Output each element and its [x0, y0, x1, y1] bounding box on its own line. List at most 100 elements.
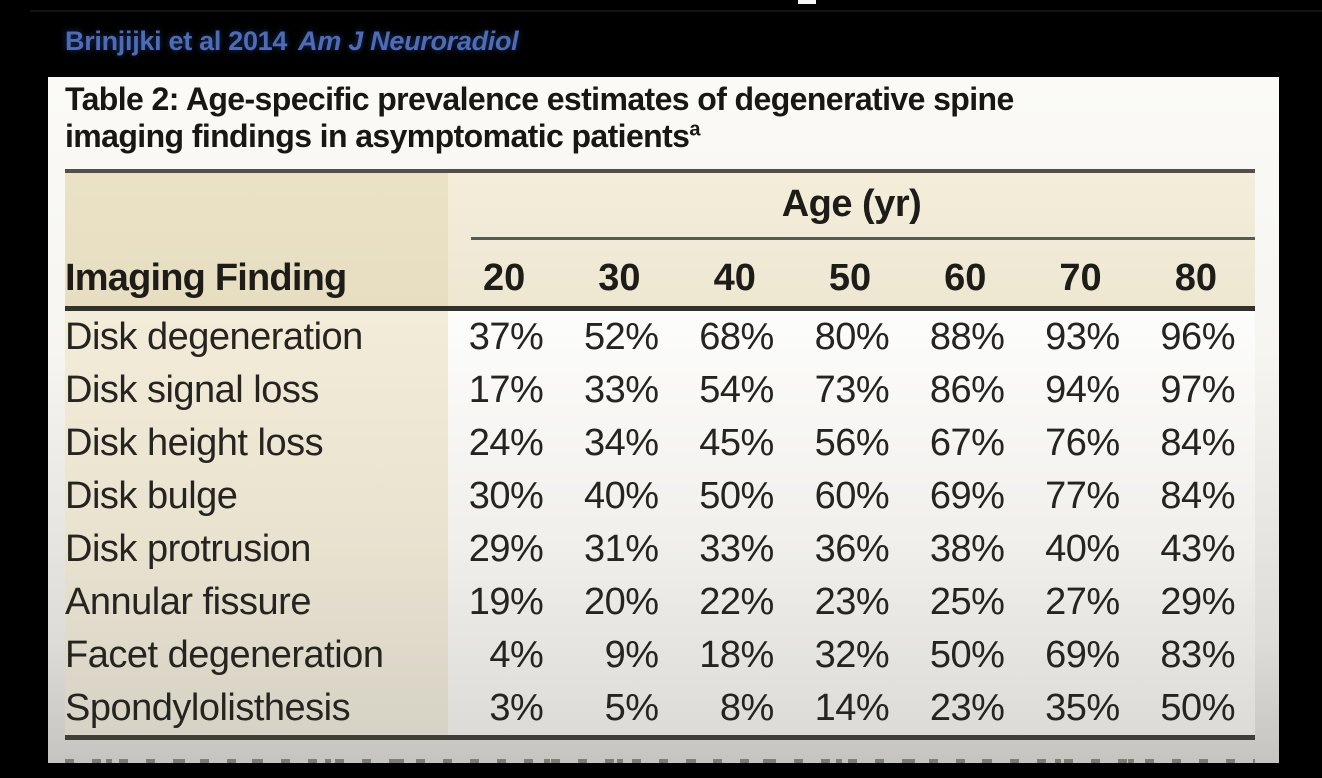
cell-value: 50%	[699, 475, 774, 517]
citation-journal: Am J Neuroradiol	[298, 26, 519, 56]
row-label: Disk bulge	[65, 475, 238, 517]
cell-value: 84%	[1160, 422, 1235, 464]
cell-value: 22%	[699, 581, 774, 623]
cell-value: 67%	[929, 422, 1005, 464]
cell-value: 43%	[1160, 528, 1235, 570]
cell-value: 33%	[584, 369, 659, 411]
cell-value: 32%	[814, 634, 890, 676]
column-group-underline	[471, 237, 1255, 240]
cell-value: 3%	[489, 687, 544, 729]
table-header: Age (yr) Imaging Finding 20 30 40 50 60 …	[65, 173, 1255, 306]
body-left-background	[65, 311, 448, 735]
cell-value: 96%	[1160, 316, 1235, 358]
cell-value: 60%	[814, 475, 890, 517]
table-row: Spondylolisthesis 3% 5% 8% 14% 23% 35% 5…	[65, 682, 1255, 735]
table-title-line1: Table 2: Age-specific prevalence estimat…	[65, 81, 1014, 117]
cell-value: 25%	[929, 581, 1005, 623]
cell-value: 77%	[1045, 475, 1120, 517]
cutoff-footnote-strip	[65, 740, 1255, 763]
cell-value: 29%	[468, 528, 544, 570]
cell-value: 36%	[814, 528, 890, 570]
header-divider-rule	[65, 306, 1255, 311]
cell-value: 69%	[1045, 634, 1120, 676]
cropped-text-artifact	[798, 0, 816, 4]
header-left-background	[65, 173, 448, 306]
cell-value: 93%	[1045, 316, 1120, 358]
table-row: Disk protrusion 29% 31% 33% 36% 38% 40% …	[65, 523, 1255, 576]
column-header-row: Imaging Finding 20 30 40 50 60 70 80	[65, 240, 1255, 302]
cell-value: 17%	[468, 369, 544, 411]
table-title-superscript: a	[689, 118, 700, 141]
cell-value: 5%	[604, 687, 659, 729]
cell-value: 83%	[1160, 634, 1235, 676]
cell-value: 18%	[699, 634, 774, 676]
bottom-divider-rule	[65, 735, 1255, 740]
table-title-line2: imaging findings in asymptomatic patient…	[65, 118, 690, 154]
row-label: Disk height loss	[65, 422, 324, 464]
cell-value: 20%	[584, 581, 659, 623]
age-column-header: 80	[1174, 257, 1217, 299]
table-row: Disk height loss 24% 34% 45% 56% 67% 76%…	[65, 417, 1255, 470]
table-row: Annular fissure 19% 20% 22% 23% 25% 27% …	[65, 576, 1255, 629]
cell-value: 34%	[584, 422, 659, 464]
table-card: Table 2: Age-specific prevalence estimat…	[48, 77, 1279, 763]
cell-value: 52%	[584, 316, 659, 358]
cell-value: 40%	[1045, 528, 1120, 570]
cell-value: 24%	[468, 422, 544, 464]
table-row: Disk bulge 30% 40% 50% 60% 69% 77% 84%	[65, 470, 1255, 523]
cell-value: 4%	[489, 634, 544, 676]
cell-value: 68%	[699, 316, 774, 358]
cell-value: 80%	[814, 316, 890, 358]
cell-value: 9%	[604, 634, 659, 676]
cell-value: 94%	[1045, 369, 1120, 411]
cell-value: 30%	[468, 475, 544, 517]
row-label: Facet degeneration	[65, 634, 384, 676]
cutoff-footnote-glyph-tops	[65, 759, 1255, 763]
title-divider-rule	[65, 169, 1255, 173]
cell-value: 31%	[584, 528, 659, 570]
cell-value: 29%	[1160, 581, 1235, 623]
age-column-header: 40	[713, 257, 756, 299]
citation-authors-year: Brinjijki et al 2014	[65, 26, 288, 56]
cell-value: 8%	[719, 687, 774, 729]
cell-value: 88%	[929, 316, 1005, 358]
cell-value: 54%	[699, 369, 774, 411]
cell-value: 19%	[468, 581, 544, 623]
cell-value: 37%	[468, 316, 544, 358]
cell-value: 23%	[929, 687, 1005, 729]
cell-value: 50%	[1160, 687, 1235, 729]
citation-line: Brinjijki et al 2014 Am J Neuroradiol	[65, 26, 519, 57]
table-body: Disk degeneration 37% 52% 68% 80% 88% 93…	[65, 311, 1255, 735]
cell-value: 27%	[1045, 581, 1120, 623]
table-row: Disk signal loss 17% 33% 54% 73% 86% 94%…	[65, 364, 1255, 417]
cell-value: 84%	[1160, 475, 1235, 517]
age-column-header: 70	[1059, 257, 1102, 299]
row-label: Spondylolisthesis	[65, 687, 351, 729]
table-row: Facet degeneration 4% 9% 18% 32% 50% 69%…	[65, 629, 1255, 682]
cell-value: 69%	[929, 475, 1005, 517]
cell-value: 86%	[929, 369, 1005, 411]
cell-value: 97%	[1160, 369, 1235, 411]
age-column-header: 50	[828, 257, 872, 299]
cell-value: 40%	[584, 475, 659, 517]
cell-value: 76%	[1045, 422, 1120, 464]
age-column-header: 30	[598, 257, 641, 299]
cell-value: 23%	[814, 581, 890, 623]
cell-value: 38%	[929, 528, 1005, 570]
row-label: Disk protrusion	[65, 528, 311, 570]
row-label: Disk degeneration	[65, 316, 363, 358]
video-scanline-artifact	[30, 10, 1322, 12]
cell-value: 35%	[1045, 687, 1120, 729]
table-title: Table 2: Age-specific prevalence estimat…	[65, 81, 1261, 155]
cell-value: 14%	[814, 687, 890, 729]
row-label: Disk signal loss	[65, 369, 319, 411]
row-header-label: Imaging Finding	[65, 257, 347, 299]
table-row: Disk degeneration 37% 52% 68% 80% 88% 93…	[65, 311, 1255, 364]
row-label: Annular fissure	[65, 581, 311, 623]
cell-value: 50%	[929, 634, 1005, 676]
column-group-label: Age (yr)	[781, 182, 922, 225]
age-column-header: 20	[483, 257, 526, 299]
cell-value: 45%	[699, 422, 774, 464]
body-right-background	[448, 311, 1255, 735]
cell-value: 56%	[814, 422, 890, 464]
